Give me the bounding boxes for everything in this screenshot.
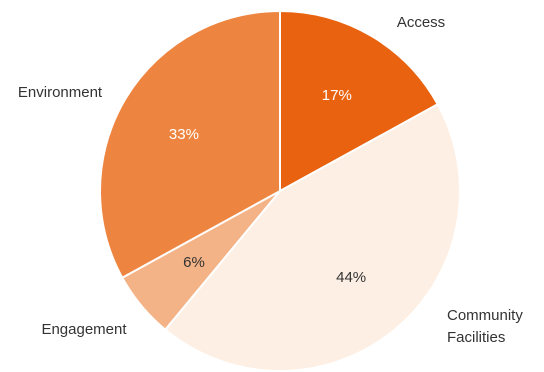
percent-label-environment: 33% <box>169 126 199 143</box>
pie-slice-environment <box>99 9 281 280</box>
percent-label-engagement: 6% <box>183 254 205 271</box>
category-labels: Access Community Facilities Engagement Envir… <box>18 14 523 346</box>
percent-labels: 17% 44% 6% 33% <box>169 87 366 286</box>
percent-label-community-facilities: 44% <box>336 269 366 286</box>
pie-slice-community-facilities <box>163 102 461 372</box>
pie-slice-access <box>279 9 440 193</box>
pie-slices <box>99 9 461 372</box>
category-label-engagement: Engagement <box>41 321 127 338</box>
category-label-community-facilities: Community Facilities <box>447 307 523 346</box>
percent-label-access: 17% <box>322 87 352 104</box>
category-label-environment: Environment <box>18 84 103 101</box>
category-label-access: Access <box>397 14 445 31</box>
